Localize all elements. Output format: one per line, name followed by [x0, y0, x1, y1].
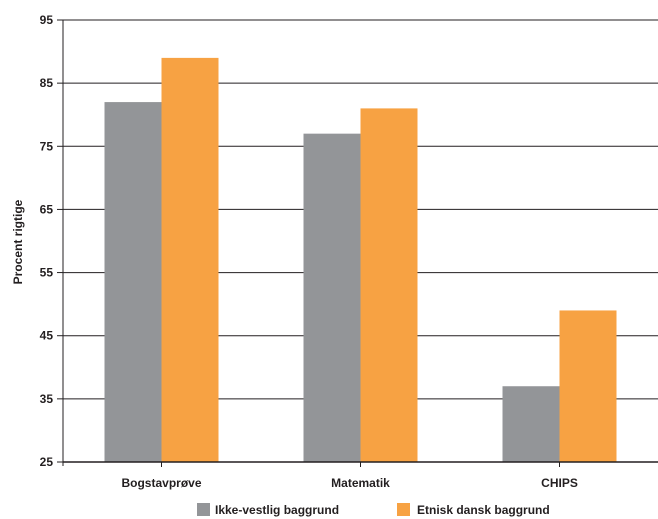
y-tick-label: 55	[40, 266, 54, 280]
y-tick-label: 85	[40, 76, 54, 90]
bar-ikke-vestlig	[104, 102, 162, 462]
x-category-label: CHIPS	[541, 476, 578, 490]
y-tick-label: 95	[40, 13, 54, 27]
y-tick-label: 65	[40, 202, 54, 216]
x-axis-category-labels: Bogstavprøve Matematik CHIPS	[121, 462, 578, 490]
y-tick-label: 75	[40, 139, 54, 153]
legend-label: Etnisk dansk baggrund	[417, 503, 550, 517]
x-category-label: Bogstavprøve	[121, 476, 201, 490]
y-axis-ticks: 25 35 45 55 65 75 85 95	[40, 13, 54, 469]
legend-swatch	[397, 503, 410, 516]
legend-label: Ikke-vestlig baggrund	[215, 503, 339, 517]
legend: Ikke-vestlig baggrund Etnisk dansk baggru…	[197, 503, 550, 517]
bar-etnisk-dansk	[559, 310, 617, 462]
bar-ikke-vestlig	[303, 133, 361, 462]
x-category-label: Matematik	[331, 476, 390, 490]
y-tick-label: 45	[40, 329, 54, 343]
bar-etnisk-dansk	[161, 57, 219, 463]
y-tick-label: 25	[40, 455, 54, 469]
y-tick-label: 35	[40, 392, 54, 406]
y-axis-title: Procent rigtige	[11, 199, 25, 284]
bar-etnisk-dansk	[360, 108, 418, 463]
legend-swatch	[197, 503, 210, 516]
bar-ikke-vestlig	[502, 386, 560, 462]
bars	[104, 57, 617, 463]
